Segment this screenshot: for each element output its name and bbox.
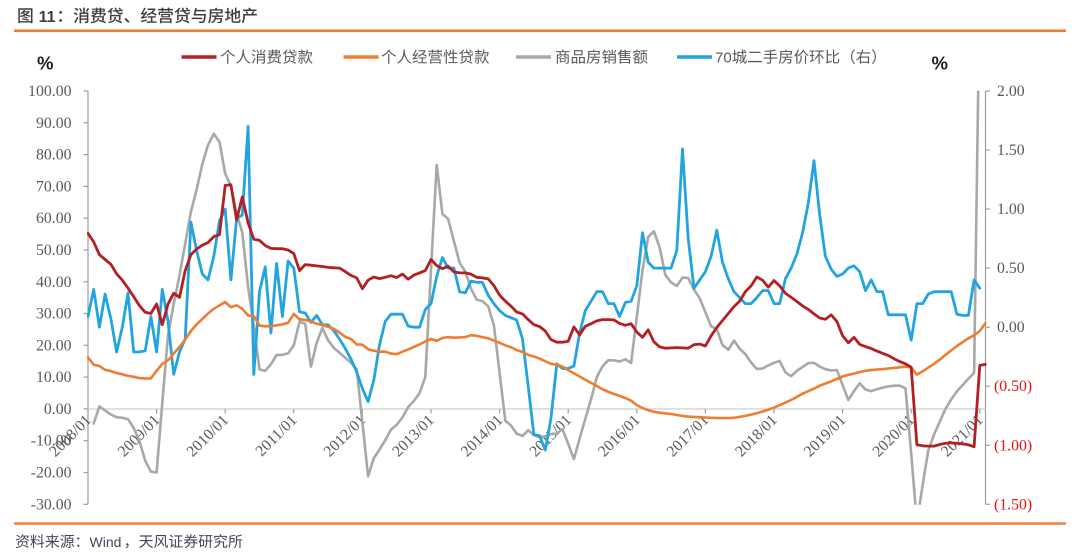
svg-text:100.00: 100.00 xyxy=(28,83,72,100)
svg-text:(1.50): (1.50) xyxy=(994,496,1032,513)
svg-text:70.00: 70.00 xyxy=(36,178,72,195)
svg-text:50.00: 50.00 xyxy=(36,242,72,259)
svg-text:1.50: 1.50 xyxy=(997,142,1025,159)
svg-text:(1.00): (1.00) xyxy=(994,437,1032,454)
svg-text:%: % xyxy=(932,52,948,73)
svg-text:70: 70 xyxy=(715,50,732,67)
svg-text:2.00: 2.00 xyxy=(997,83,1025,100)
svg-text:(0.50): (0.50) xyxy=(994,378,1032,395)
svg-text:-10.00: -10.00 xyxy=(31,433,72,450)
svg-text:%: % xyxy=(37,52,53,73)
svg-text:0.50: 0.50 xyxy=(997,260,1025,277)
svg-text:40.00: 40.00 xyxy=(36,274,72,291)
svg-text:Wind: Wind xyxy=(90,534,122,550)
svg-text:-30.00: -30.00 xyxy=(31,496,72,513)
svg-text:30.00: 30.00 xyxy=(36,306,72,323)
svg-text:20.00: 20.00 xyxy=(36,337,72,354)
svg-text:0.00: 0.00 xyxy=(997,319,1025,336)
svg-text:0.00: 0.00 xyxy=(44,401,72,418)
svg-text:1.00: 1.00 xyxy=(997,201,1025,218)
svg-text:90.00: 90.00 xyxy=(36,115,72,132)
svg-text:10.00: 10.00 xyxy=(36,369,72,386)
svg-text:60.00: 60.00 xyxy=(36,210,72,227)
svg-text:11: 11 xyxy=(39,9,56,26)
svg-text:-20.00: -20.00 xyxy=(31,465,72,482)
svg-text:80.00: 80.00 xyxy=(36,147,72,164)
